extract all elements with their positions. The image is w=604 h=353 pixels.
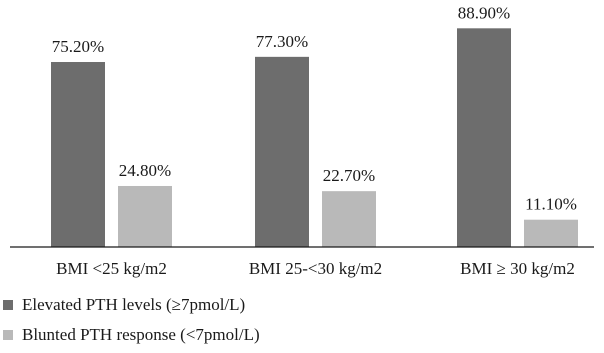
bar-elevated-1 — [255, 56, 309, 248]
legend-swatch-blunted — [3, 330, 13, 340]
category-label-2: BMI ≥ 30 kg/m2 — [460, 259, 575, 278]
legend: Elevated PTH levels (≥7pmol/L) Blunted PT… — [3, 295, 260, 344]
legend-swatch-elevated — [3, 300, 13, 310]
category-label-0: BMI <25 kg/m2 — [56, 259, 167, 278]
category-label-1: BMI 25-<30 kg/m2 — [249, 259, 382, 278]
legend-label-blunted: Blunted PTH response (<7pmol/L) — [22, 325, 260, 344]
data-label-elevated-1: 77.30% — [256, 32, 308, 51]
bar-blunted-0 — [118, 185, 172, 247]
legend-label-elevated: Elevated PTH levels (≥7pmol/L) — [22, 295, 245, 314]
bar-blunted-1 — [322, 191, 376, 247]
bar-blunted-2 — [524, 219, 578, 247]
data-label-blunted-2: 11.10% — [525, 195, 577, 214]
bars-group — [51, 28, 578, 248]
data-label-elevated-0: 75.20% — [52, 37, 104, 56]
bar-elevated-0 — [51, 62, 105, 248]
data-label-blunted-0: 24.80% — [119, 161, 171, 180]
category-labels-group: BMI <25 kg/m2 BMI 25-<30 kg/m2 BMI ≥ 30 kg… — [56, 259, 575, 278]
data-label-blunted-1: 22.70% — [323, 166, 375, 185]
data-label-elevated-2: 88.90% — [458, 3, 510, 22]
value-labels-group: 75.20% 24.80% 77.30% 22.70% 88.90% 11.10% — [52, 3, 577, 213]
bar-elevated-2 — [457, 28, 511, 247]
